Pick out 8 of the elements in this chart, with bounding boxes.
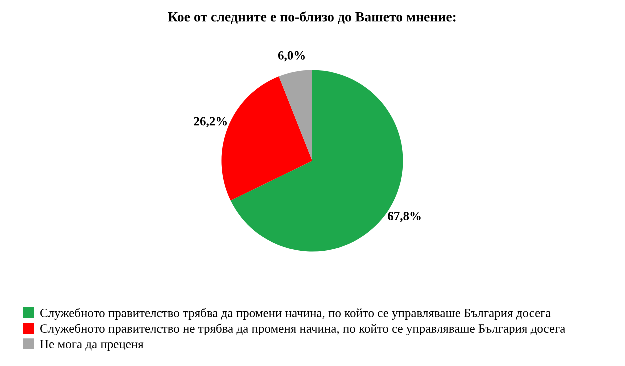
pie-slice [279, 70, 312, 162]
data-label: 26,2% [194, 117, 227, 128]
legend-label: Не мога да преценя [40, 340, 144, 352]
legend-label: Служебното правителство не трябва да променя начина, по който се управляваше България досега [40, 324, 566, 336]
chart-title: Кое от следните е по-близо до Вашето мнение: [168, 12, 456, 24]
data-label: 6,0% [278, 51, 305, 62]
legend-label: Служебното правителство трябва да промени начина, по който се управляваше България досега [40, 308, 552, 320]
data-label: 67,8% [388, 212, 421, 222]
